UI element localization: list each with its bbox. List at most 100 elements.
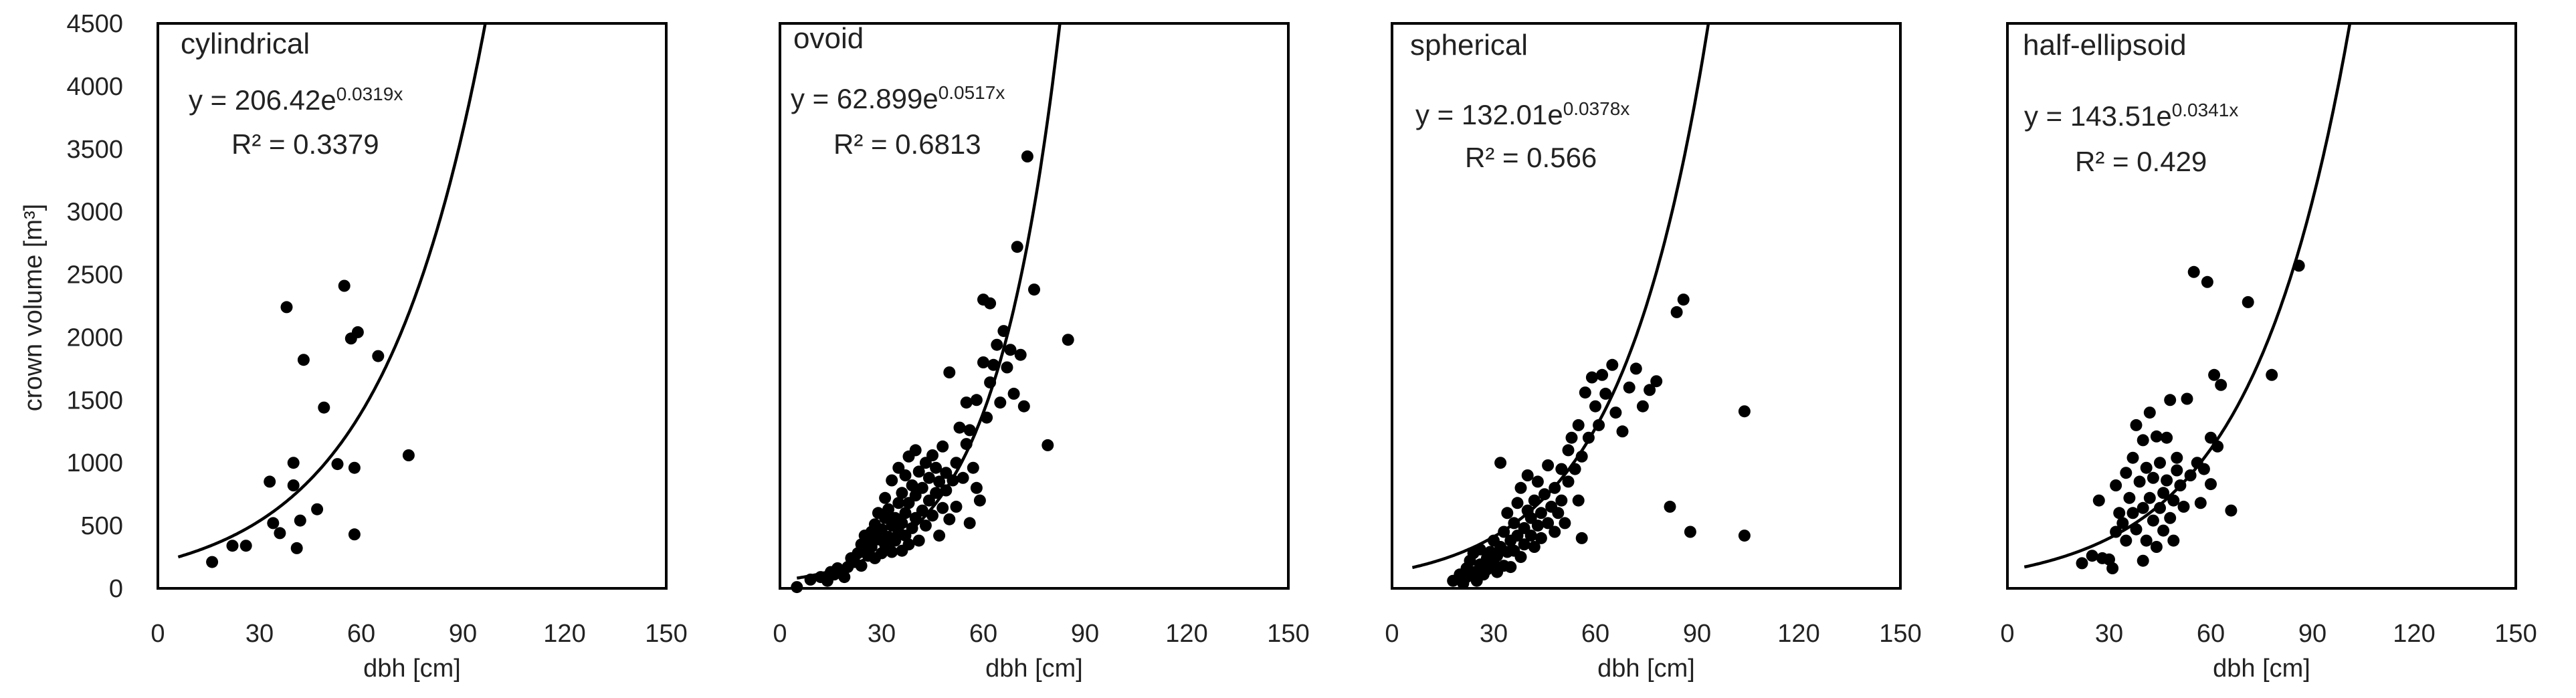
data-point [2292, 259, 2305, 272]
x-tick-label: 0 [2000, 620, 2014, 648]
plot-frame [779, 22, 1290, 590]
data-point [912, 534, 925, 547]
data-point [1569, 463, 1581, 475]
data-point [1623, 381, 1636, 394]
r-squared-label: R² = 0.3379 [231, 128, 379, 160]
data-point [906, 479, 918, 491]
data-point [1501, 507, 1514, 519]
data-point [2225, 504, 2238, 517]
data-point [2154, 457, 2166, 469]
data-point [1498, 526, 1510, 538]
panel-title: cylindrical [181, 27, 310, 60]
x-axis-label: dbh [cm] [1597, 655, 1695, 683]
data-point [2113, 507, 2126, 519]
data-point [1650, 375, 1663, 388]
data-point [957, 471, 969, 484]
data-point [997, 325, 1010, 338]
x-tick-label: 120 [2393, 620, 2435, 648]
data-point [267, 517, 280, 530]
data-point [1593, 419, 1605, 431]
data-point [943, 513, 956, 526]
data-point [1528, 494, 1541, 507]
data-point [926, 509, 938, 522]
data-point [1549, 526, 1561, 538]
data-point [2171, 464, 2183, 477]
data-point [239, 540, 252, 552]
data-point [902, 538, 915, 551]
x-tick-label: 90 [2298, 620, 2326, 648]
data-point [1508, 517, 1520, 530]
x-tick-label: 0 [151, 620, 165, 648]
data-point [274, 527, 286, 540]
data-point [1629, 362, 1642, 375]
data-point [1738, 405, 1751, 418]
data-point [2215, 378, 2227, 391]
plot-frame [2006, 22, 2517, 590]
data-point [1572, 419, 1585, 431]
data-point [2164, 511, 2177, 524]
data-point [1589, 400, 1601, 413]
data-point [1521, 469, 1534, 481]
data-point [1565, 431, 1578, 444]
data-point [984, 376, 997, 388]
y-tick-label: 3000 [66, 199, 123, 227]
x-tick-label: 150 [2494, 620, 2537, 648]
data-point [2076, 557, 2088, 570]
data-point [331, 458, 344, 471]
data-point [2197, 463, 2210, 475]
data-point [1606, 358, 1619, 371]
y-tick-label: 4000 [66, 73, 123, 101]
data-point [2184, 469, 2197, 481]
data-point [933, 530, 946, 542]
x-tick-label: 90 [449, 620, 477, 648]
data-point [838, 571, 851, 584]
plot-frame [157, 22, 668, 590]
data-point [879, 491, 892, 504]
data-point [1531, 519, 1544, 532]
data-point [2130, 419, 2143, 431]
x-tick-label: 0 [1385, 620, 1399, 648]
data-point [960, 396, 973, 409]
chart-panel-cylindrical: 0 30 60 90 120 150050010001500200025003000350… [66, 10, 687, 683]
data-point [2242, 296, 2254, 308]
data-point [1001, 361, 1013, 374]
data-point [2140, 461, 2153, 474]
data-point [947, 474, 959, 487]
data-point [1575, 532, 1588, 544]
data-point [311, 503, 324, 515]
data-point [2147, 471, 2159, 484]
data-point [981, 411, 993, 424]
data-point [2116, 517, 2129, 530]
r-squared-label: R² = 0.6813 [833, 128, 981, 160]
data-point [1549, 481, 1561, 494]
data-point [1559, 517, 1571, 530]
data-point [2164, 394, 2177, 406]
data-point [206, 556, 219, 568]
data-point [2120, 534, 2133, 547]
data-point [1007, 387, 1020, 400]
data-point [1534, 532, 1547, 544]
data-point [290, 542, 303, 554]
data-point [1534, 507, 1547, 519]
y-tick-label: 2000 [66, 324, 123, 352]
chart-panel-spherical: 0 30 60 90 120 150 dbh [cm] spherical y = 132.01… [1385, 22, 1922, 683]
data-point [1555, 494, 1568, 507]
data-point [896, 487, 908, 499]
data-point [1514, 481, 1527, 494]
data-point [950, 457, 963, 469]
data-point [2106, 562, 2119, 574]
trend-equation: y = 143.51e0.0341x [2024, 100, 2238, 132]
data-point [912, 465, 925, 478]
trend-equation: y = 206.42e0.0319x [189, 84, 403, 116]
data-point [926, 449, 938, 461]
data-point [1528, 541, 1541, 553]
x-axis-label: dbh [cm] [985, 655, 1083, 683]
y-tick-label: 500 [81, 512, 123, 540]
data-point [1670, 306, 1683, 318]
data-point [936, 440, 949, 453]
y-tick-label: 1000 [66, 449, 123, 477]
data-point [1579, 386, 1591, 399]
data-point [2154, 501, 2166, 514]
data-point [916, 504, 928, 517]
data-point [2137, 554, 2149, 567]
